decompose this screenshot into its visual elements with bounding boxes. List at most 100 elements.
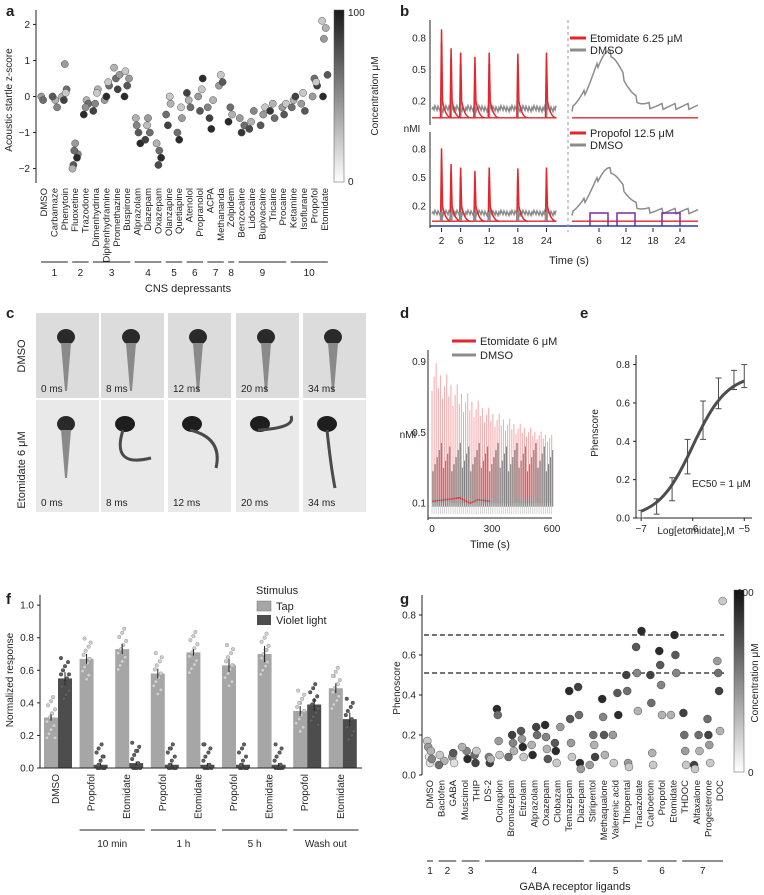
- panel-d-chart: 0.9 0.5 0.1 0 300 600 nMI Time (s) Etomidate …: [400, 336, 561, 551]
- panel-g-category-label: Carboetom: [645, 780, 656, 827]
- panel-f-category-label: Etomidate: [265, 774, 276, 819]
- panel-a-category-label: Dimenhydrina: [91, 187, 102, 246]
- panel-c-larva-body: [328, 343, 338, 391]
- panel-a-category-label: Buspirone: [122, 188, 133, 231]
- panel-g-point: [590, 752, 600, 762]
- panel-g-point: [426, 746, 436, 756]
- panel-b-y-tick-label: 0.8: [412, 33, 426, 44]
- panel-a-point: [113, 85, 122, 94]
- panel-g-category-label: Progesterone: [703, 780, 714, 837]
- panel-f-bar: [79, 658, 94, 768]
- panel-g-category-label: Alfaxalone: [692, 780, 703, 824]
- panel-a-point: [218, 78, 227, 86]
- panel-a-point: [115, 71, 124, 79]
- panel-c-larva-head: [122, 329, 140, 345]
- panel-g-category-label: Thiopental: [622, 780, 633, 824]
- panel-g-y-tick-label: 0.6: [402, 651, 416, 662]
- panel-f-y-tick-label: 0.6: [20, 666, 34, 677]
- panel-a-category-label: Atenolol: [185, 188, 196, 222]
- panel-g-point: [624, 762, 634, 772]
- panel-f-group-label: 5 h: [248, 839, 262, 850]
- panel-g-group-label: 7: [700, 866, 706, 877]
- panel-f-point: [50, 695, 56, 700]
- panel-f-bar: [186, 652, 201, 768]
- panel-g-category-label: Etizolam: [518, 780, 529, 817]
- panel-a-category-label: Tricaine: [268, 188, 279, 221]
- panel-a-point: [216, 71, 225, 79]
- panel-a-category-label: Alprazolam: [133, 188, 144, 236]
- panel-a-group-label: 7: [213, 268, 219, 279]
- panel-a-category-label: Olanzapine: [164, 188, 175, 236]
- panel-f-point: [170, 742, 175, 747]
- panel-f-point: [226, 683, 232, 688]
- panel-c-larva-head: [57, 416, 75, 432]
- panel-g-point: [556, 722, 565, 732]
- panel-a-colorbar-min: 0: [348, 177, 354, 188]
- panel-a-point: [320, 35, 328, 43]
- panel-a-point: [48, 92, 57, 101]
- panel-a-point: [207, 125, 216, 133]
- panel-g-point: [540, 720, 550, 730]
- panel-f-point: [58, 656, 64, 661]
- panel-a-group-label: 1: [52, 268, 58, 279]
- panel-a-point: [162, 110, 170, 119]
- panel-a-point: [157, 153, 165, 162]
- panel-g-point: [680, 730, 689, 740]
- panel-f-point: [349, 733, 354, 738]
- panel-e-fit-curve: [640, 379, 745, 513]
- panel-f-point: [262, 635, 267, 640]
- panel-c-frame-time: 20 ms: [241, 498, 268, 509]
- panel-f-point: [343, 713, 348, 718]
- panel-e-y-tick-label: 0.4: [616, 437, 630, 448]
- panel-a-point: [178, 114, 186, 122]
- panel-a-point: [224, 117, 233, 126]
- panel-f-point: [345, 708, 350, 714]
- panel-g-point: [598, 694, 607, 704]
- panel-a-point: [226, 103, 235, 112]
- panel-d-x-tick-label: 300: [484, 524, 501, 535]
- panel-a-point: [91, 99, 99, 108]
- panel-c-larva-head: [250, 416, 270, 432]
- panel-a-group-label: 4: [145, 268, 151, 279]
- panel-f-point: [84, 677, 89, 682]
- panel-g-point: [528, 750, 537, 760]
- panel-g-point: [714, 668, 723, 678]
- panel-f-point: [310, 702, 315, 707]
- panel-a-category-label: Etomidate: [320, 188, 331, 231]
- panel-f-point: [201, 758, 206, 763]
- panel-a-category-label: Methananda: [216, 187, 227, 241]
- panel-a-point: [308, 92, 317, 101]
- panel-f-point: [277, 750, 282, 755]
- panel-f-point: [154, 663, 159, 668]
- panel-f-category-label: Propofol: [229, 774, 240, 811]
- panel-f-point: [229, 679, 235, 684]
- panel-g-point: [508, 738, 518, 748]
- panel-c-larva-body: [257, 415, 294, 432]
- panel-a-point: [61, 60, 69, 68]
- panel-letter-g: g: [400, 591, 409, 608]
- panel-a-point: [266, 107, 274, 115]
- panel-g-group-label: 2: [445, 866, 451, 877]
- panel-f-point: [132, 752, 137, 758]
- panel-b-x-tick-label: 24: [674, 236, 686, 247]
- panel-f-point: [86, 673, 91, 678]
- panel-g-point: [631, 642, 641, 652]
- panel-e-y-tick-label: 0.2: [616, 475, 630, 486]
- panel-b-y-label: nMI: [404, 124, 421, 135]
- panel-f-point: [151, 683, 156, 688]
- panel-e-annotation: EC50 = 1 μM: [692, 479, 751, 490]
- panel-a-point: [259, 110, 268, 119]
- panel-a-point: [235, 114, 244, 122]
- panel-f-point: [81, 652, 86, 657]
- panel-f-point: [335, 665, 340, 670]
- panel-a-point: [131, 114, 140, 122]
- panel-a-y-label: Acoustic startle z-score: [4, 48, 15, 152]
- panel-f-point: [158, 671, 163, 676]
- panel-f-point: [169, 758, 174, 763]
- panel-b-x-tick-label: 6: [458, 236, 464, 247]
- panel-a-point: [155, 146, 164, 155]
- panel-a-point: [287, 103, 296, 112]
- panel-g-category-label: Tracazolate: [634, 780, 645, 829]
- panel-b-tap-marker: [459, 212, 463, 221]
- panel-f-point: [331, 702, 336, 707]
